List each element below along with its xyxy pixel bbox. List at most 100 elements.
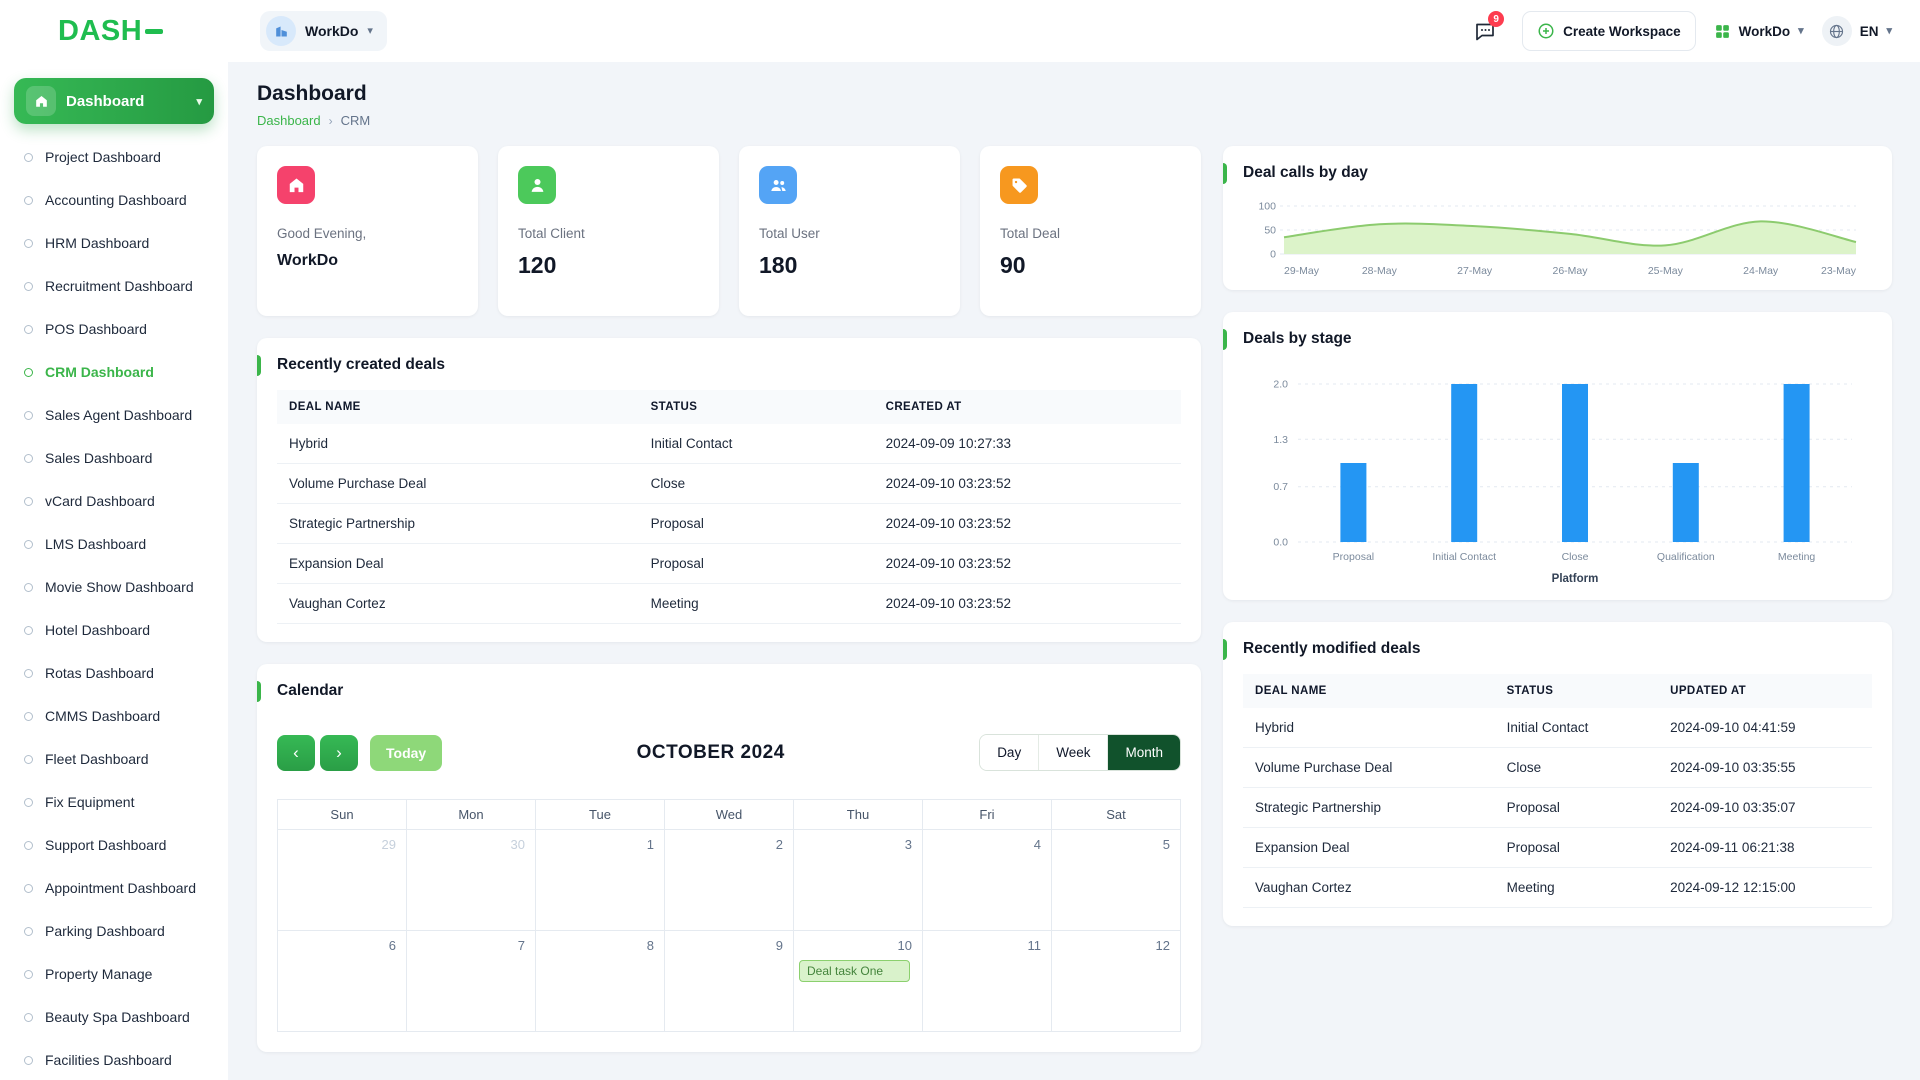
- calendar-day-cell[interactable]: 9: [665, 931, 794, 1032]
- recently-modified-deals-card: Recently modified deals DEAL NAME STATUS U…: [1223, 622, 1892, 926]
- breadcrumb-separator-icon: ›: [328, 113, 333, 128]
- modified-deal-cell: Meeting: [1494, 867, 1659, 908]
- sidebar-item-hrm-dashboard[interactable]: HRM Dashboard: [14, 222, 214, 265]
- sidebar-item-project-dashboard[interactable]: Project Dashboard: [14, 136, 214, 179]
- deals-by-stage-bar-chart[interactable]: 0.0 0.7 1.3 2.0 Proposal Initial Contact Close…: [1250, 366, 1866, 588]
- calendar-day-cell[interactable]: 3: [794, 830, 923, 931]
- calendar-weekday-header: Thu: [794, 800, 923, 830]
- sidebar-item-sales-dashboard[interactable]: Sales Dashboard: [14, 437, 214, 480]
- sidebar-item-facilities-dashboard[interactable]: Facilities Dashboard: [14, 1039, 214, 1080]
- bar-proposal[interactable]: [1339, 463, 1366, 542]
- sidebar-item-fix-equipment[interactable]: Fix Equipment: [14, 781, 214, 824]
- svg-text:Proposal: Proposal: [1332, 551, 1373, 563]
- calendar-day-cell[interactable]: 5: [1052, 830, 1181, 931]
- sidebar-item-sales-agent-dashboard[interactable]: Sales Agent Dashboard: [14, 394, 214, 437]
- workspace-menu[interactable]: WorkDo ▾: [1714, 23, 1804, 40]
- modified-deal-cell: 2024-09-11 06:21:38: [1658, 827, 1872, 868]
- sidebar-item-cmms-dashboard[interactable]: CMMS Dashboard: [14, 695, 214, 738]
- sidebar-item-crm-dashboard[interactable]: CRM Dashboard: [14, 351, 214, 394]
- home-icon: [26, 86, 56, 116]
- svg-text:Close: Close: [1561, 551, 1588, 563]
- chevron-down-icon: ▾: [196, 95, 202, 108]
- calendar-today-button[interactable]: Today: [370, 734, 443, 771]
- bar-close[interactable]: [1561, 384, 1588, 542]
- calendar-next-button[interactable]: ›: [320, 734, 358, 771]
- sidebar-item-lms-dashboard[interactable]: LMS Dashboard: [14, 523, 214, 566]
- area-series[interactable]: [1283, 221, 1856, 254]
- sidebar-item-pos-dashboard[interactable]: POS Dashboard: [14, 308, 214, 351]
- calendar-day-cell[interactable]: 29: [278, 830, 407, 931]
- created-deal-cell: Proposal: [638, 503, 874, 544]
- sidebar-item-recruitment-dashboard[interactable]: Recruitment Dashboard: [14, 265, 214, 308]
- messages-button[interactable]: 9: [1466, 11, 1505, 50]
- breadcrumb-dashboard-link[interactable]: Dashboard: [257, 113, 321, 128]
- svg-text:50: 50: [1264, 225, 1276, 237]
- calendar-view-month-button[interactable]: Month: [1107, 735, 1180, 770]
- modified-deal-row: Expansion Deal Proposal 2024-09-11 06:21:3…: [1243, 827, 1872, 868]
- calendar-day-cell[interactable]: 11: [923, 931, 1052, 1032]
- calendar-day-cell[interactable]: 4: [923, 830, 1052, 931]
- sidebar-item-label: Support Dashboard: [45, 837, 167, 853]
- stats-row: Good Evening, WorkDo Total Client 120: [257, 146, 1201, 316]
- sidebar-item-support-dashboard[interactable]: Support Dashboard: [14, 824, 214, 867]
- modified-deal-column-header: STATUS: [1494, 674, 1659, 708]
- bar-initial-contact[interactable]: [1450, 384, 1477, 542]
- sidebar-item-accounting-dashboard[interactable]: Accounting Dashboard: [14, 179, 214, 222]
- bar-meeting[interactable]: [1783, 384, 1810, 542]
- calendar-prev-button[interactable]: ‹: [277, 734, 315, 771]
- svg-text:Meeting: Meeting: [1777, 551, 1815, 563]
- calendar-day-number: 7: [517, 938, 525, 953]
- svg-text:Qualification: Qualification: [1656, 551, 1714, 563]
- calendar-day-cell[interactable]: 8: [536, 931, 665, 1032]
- svg-text:28-May: 28-May: [1361, 265, 1397, 277]
- sidebar-item-rotas-dashboard[interactable]: Rotas Dashboard: [14, 652, 214, 695]
- calendar-day-cell[interactable]: 10 Deal task One: [794, 931, 923, 1032]
- calendar-view-day-button[interactable]: Day: [980, 735, 1039, 770]
- calendar-day-cell[interactable]: 12: [1052, 931, 1181, 1032]
- calendar-day-cell[interactable]: 7: [407, 931, 536, 1032]
- modified-deal-cell: Proposal: [1494, 787, 1659, 828]
- sidebar-item-movie-show-dashboard[interactable]: Movie Show Dashboard: [14, 566, 214, 609]
- sidebar-item-property-manage[interactable]: Property Manage: [14, 953, 214, 996]
- card-title: Deals by stage: [1243, 330, 1352, 347]
- modified-deal-cell: 2024-09-12 12:15:00: [1658, 867, 1872, 908]
- calendar-day-cell[interactable]: 6: [278, 931, 407, 1032]
- area-series-line: [1283, 220, 1856, 247]
- main-content: Dashboard Dashboard › CRM Good Evening, …: [228, 62, 1920, 1080]
- calendar-view-week-button[interactable]: Week: [1038, 735, 1108, 770]
- modified-deal-column-header: DEAL NAME: [1243, 674, 1495, 708]
- sidebar-item-dashboard[interactable]: Dashboard ▾: [14, 78, 214, 124]
- calendar-day-cell[interactable]: 1: [536, 830, 665, 931]
- calendar-event[interactable]: Deal task One: [799, 960, 910, 982]
- sidebar-item-hotel-dashboard[interactable]: Hotel Dashboard: [14, 609, 214, 652]
- sidebar-item-parking-dashboard[interactable]: Parking Dashboard: [14, 910, 214, 953]
- bar-qualification[interactable]: [1672, 463, 1699, 542]
- circle-icon: [24, 927, 33, 936]
- modified-deal-cell: Close: [1494, 747, 1659, 788]
- calendar-weekday-header: Wed: [665, 800, 794, 830]
- sidebar-item-appointment-dashboard[interactable]: Appointment Dashboard: [14, 867, 214, 910]
- create-workspace-button[interactable]: Create Workspace: [1522, 11, 1696, 51]
- workspace-selector[interactable]: WorkDo ▾: [260, 11, 387, 51]
- calendar-weekday-header: Sat: [1052, 800, 1181, 830]
- calendar-day-cell[interactable]: 30: [407, 830, 536, 931]
- app-logo[interactable]: DASH: [58, 15, 163, 48]
- calendar-day-number: 10: [897, 938, 912, 953]
- circle-icon: [24, 497, 33, 506]
- created-deal-cell: Initial Contact: [638, 424, 874, 464]
- circle-icon: [24, 712, 33, 721]
- svg-text:0.7: 0.7: [1273, 481, 1288, 493]
- home-icon: [277, 166, 315, 204]
- language-selector[interactable]: EN ▾: [1821, 16, 1892, 46]
- chevron-down-icon: ▾: [1886, 24, 1892, 37]
- sidebar-item-beauty-spa-dashboard[interactable]: Beauty Spa Dashboard: [14, 996, 214, 1039]
- calendar-grid: Sun Mon Tue Wed Thu Fri Sat 29 30 1 2 3 4 5 6 7 8 9 10 Deal…: [277, 799, 1181, 1032]
- deal-calls-area-chart[interactable]: 0 50 100 29-May 28-May 27-May 26-May 25-May 24-M…: [1250, 196, 1866, 280]
- calendar-day-number: 6: [388, 938, 396, 953]
- sidebar-item-fleet-dashboard[interactable]: Fleet Dashboard: [14, 738, 214, 781]
- calendar-day-cell[interactable]: 2: [665, 830, 794, 931]
- calendar-card: Calendar ‹ › Today OCTOBER 2024 Day Week M…: [257, 664, 1201, 1052]
- calendar-day-number: 12: [1155, 938, 1170, 953]
- created-deal-column-header: STATUS: [638, 390, 874, 424]
- sidebar-item-vcard-dashboard[interactable]: vCard Dashboard: [14, 480, 214, 523]
